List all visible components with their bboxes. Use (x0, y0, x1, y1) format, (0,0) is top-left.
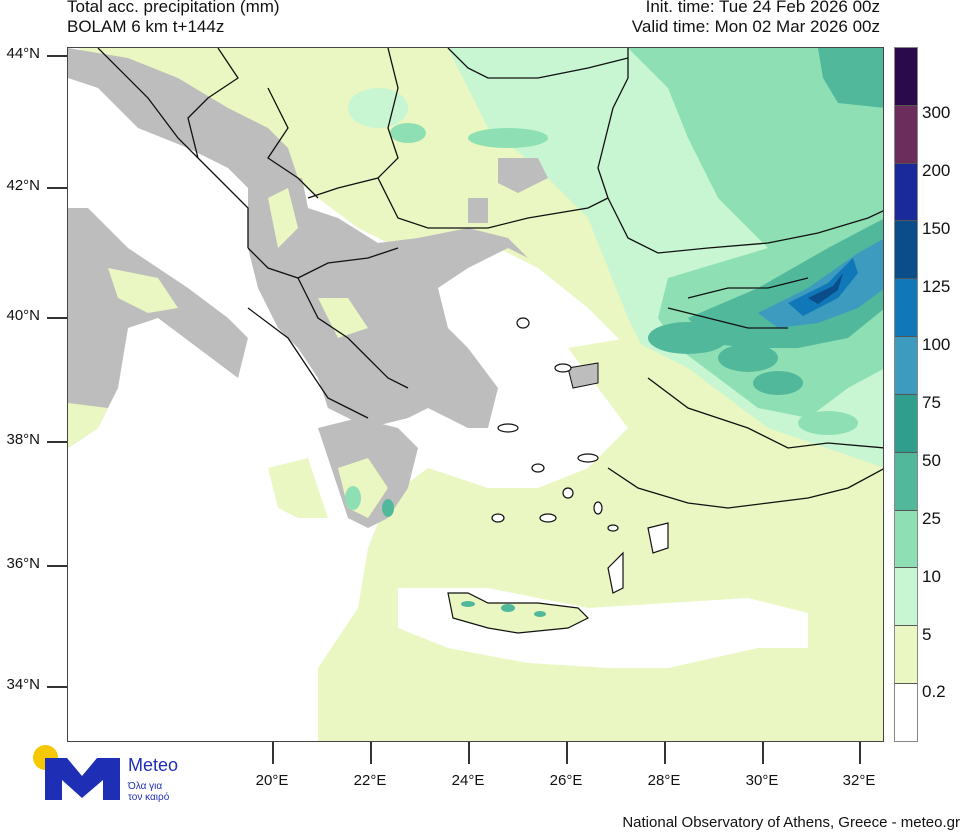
colorbar-bin (895, 279, 917, 338)
lon-label: 20°E (255, 772, 289, 789)
colorbar-bin (895, 163, 917, 222)
lon-label: 32°E (842, 772, 876, 789)
lon-tick (272, 742, 274, 764)
colorbar-bin (895, 337, 917, 395)
init-time: Init. time: Tue 24 Feb 2026 00z (645, 0, 880, 16)
colorbar-label: 75 (922, 393, 941, 412)
colorbar-bin (895, 221, 917, 280)
lat-label: 34°N (6, 676, 40, 693)
colorbar-bin (895, 48, 917, 106)
chart-title: Total acc. precipitation (mm) (67, 0, 280, 16)
colorbar-label: 25 (922, 509, 941, 528)
lon-label: 22°E (353, 772, 387, 789)
lat-label: 38°N (6, 431, 40, 448)
logo-tagline-line2: τον καιρό (128, 792, 170, 803)
lon-label: 28°E (647, 772, 681, 789)
precipitation-map (67, 47, 884, 742)
precipitation-colorbar (894, 47, 918, 742)
lon-tick (566, 742, 568, 764)
lat-tick (47, 565, 67, 567)
lat-tick (47, 187, 67, 189)
time-info-block: Init. time: Tue 24 Feb 2026 00z Valid ti… (632, 0, 880, 37)
lat-tick (47, 55, 67, 57)
logo-name: Meteo (128, 755, 179, 775)
lon-tick (859, 742, 861, 764)
lon-label: 30°E (745, 772, 779, 789)
colorbar-bin (895, 684, 917, 741)
colorbar-label: 0.2 (922, 682, 946, 701)
colorbar-label: 200 (922, 161, 951, 180)
colorbar-label: 125 (922, 277, 951, 296)
lat-label: 40°N (6, 307, 40, 324)
meteo-logo[interactable]: Meteo Όλα για τον καιρό (30, 745, 200, 805)
logo-tagline: Όλα για τον καιρό (128, 781, 169, 803)
m-logo-icon (45, 758, 120, 800)
valid-time: Valid time: Mon 02 Mar 2026 00z (631, 17, 880, 36)
footer-credit: National Observatory of Athens, Greece -… (622, 814, 960, 831)
colorbar-label: 50 (922, 451, 941, 470)
map-canvas (68, 48, 883, 741)
lon-tick (370, 742, 372, 764)
colorbar-label: 5 (922, 625, 932, 644)
colorbar-bin (895, 452, 917, 511)
chart-title-block: Total acc. precipitation (mm) BOLAM 6 km… (67, 0, 280, 37)
colorbar-bin (895, 510, 917, 569)
lon-label: 26°E (549, 772, 583, 789)
lon-tick (468, 742, 470, 764)
colorbar-label: 150 (922, 219, 951, 238)
colorbar-bin (895, 105, 917, 164)
colorbar-bin (895, 568, 917, 627)
model-run-label: BOLAM 6 km t+144z (67, 17, 225, 36)
lon-tick (762, 742, 764, 764)
lat-tick (47, 441, 67, 443)
colorbar-bin (895, 626, 917, 685)
colorbar-label: 10 (922, 567, 941, 586)
lat-label: 44°N (6, 45, 40, 62)
colorbar-label: 300 (922, 103, 951, 122)
lat-label: 36°N (6, 555, 40, 572)
lon-label: 24°E (451, 772, 485, 789)
logo-tagline-line1: Όλα για (128, 781, 163, 792)
lat-tick (47, 686, 67, 688)
lat-tick (47, 317, 67, 319)
colorbar-bin (895, 394, 917, 453)
lon-tick (664, 742, 666, 764)
lat-label: 42°N (6, 177, 40, 194)
colorbar-label: 100 (922, 335, 951, 354)
